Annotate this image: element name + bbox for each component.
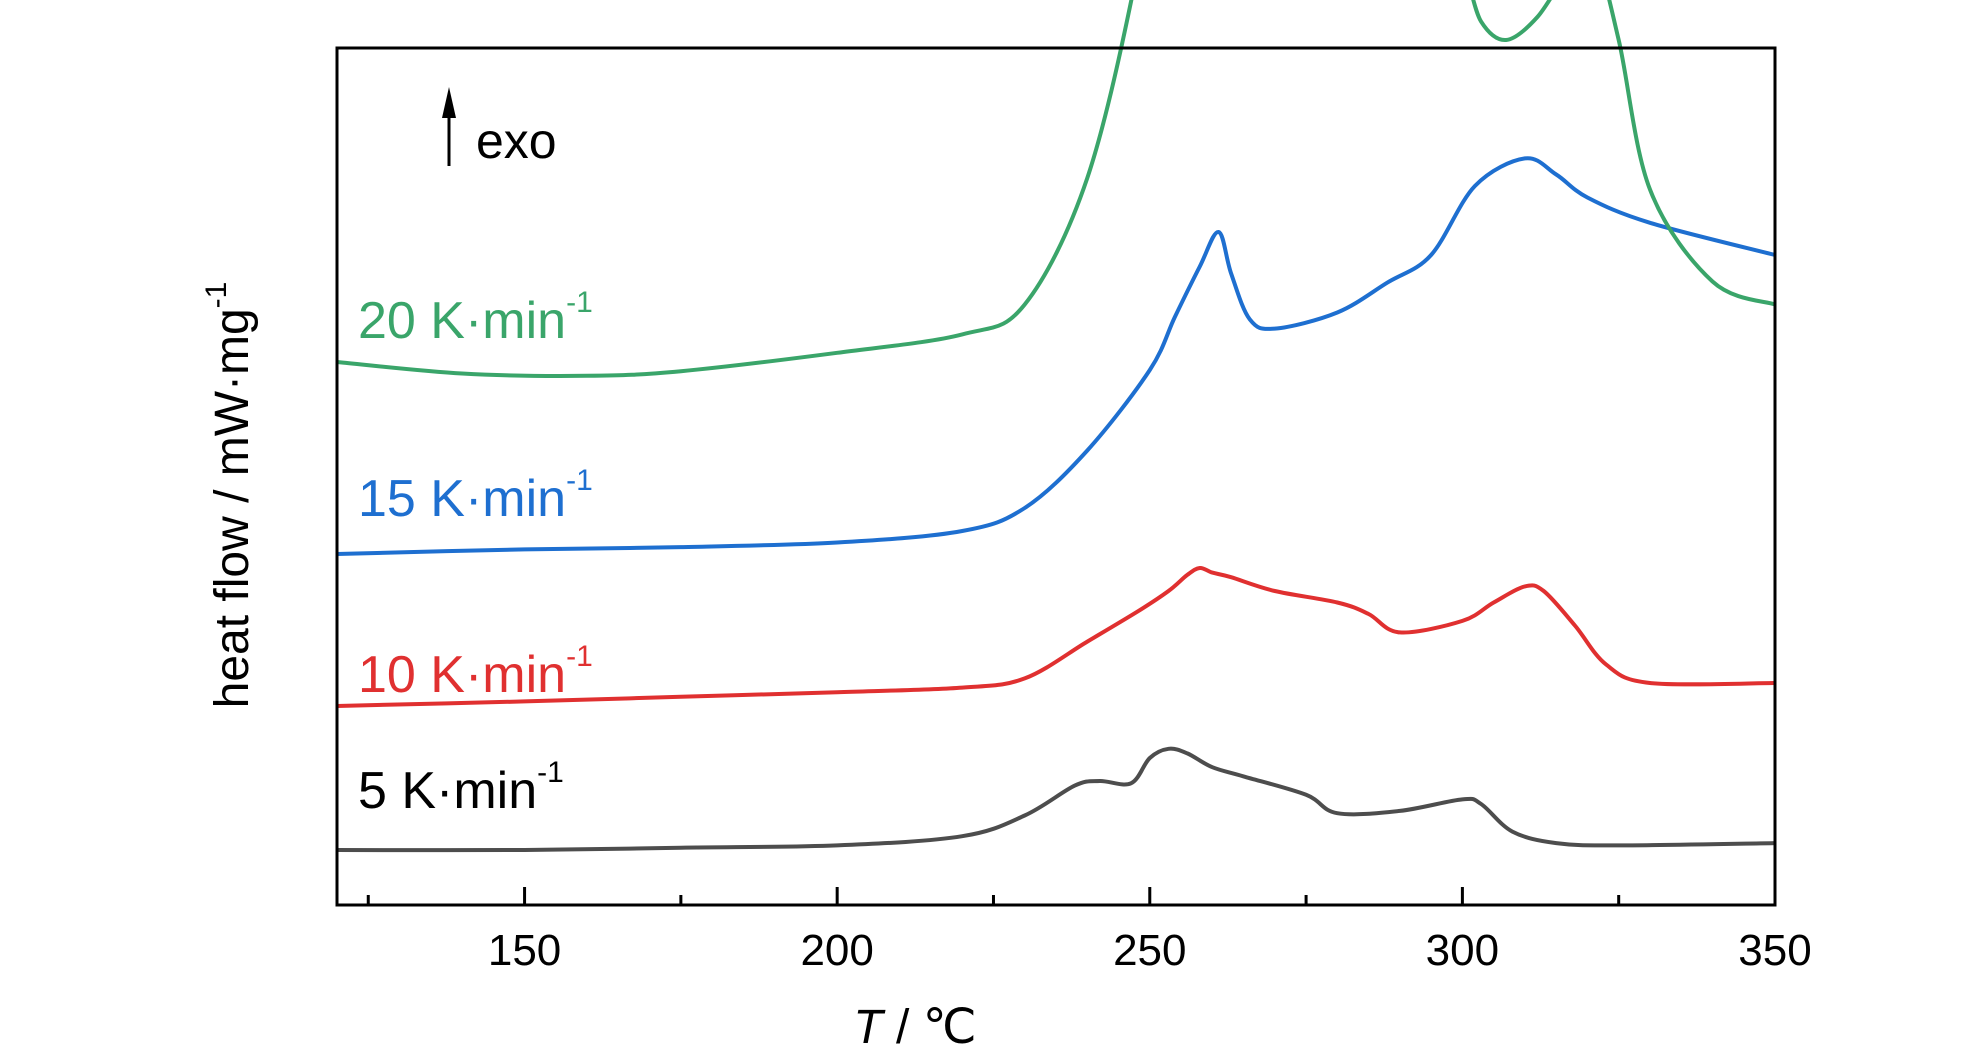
series-label-exponent-2: -1 — [566, 640, 593, 673]
series-label-text-4: 20 K·min — [358, 292, 566, 350]
y-axis-exponent: -1 — [200, 282, 233, 309]
y-axis-title: heat flow / mW·mg-1 — [200, 282, 259, 709]
series-label-3: 15 K·min-1 — [358, 464, 593, 528]
series-label-layer: 5 K·min-110 K·min-115 K·min-120 K·min-1 — [358, 286, 593, 820]
series-label-exponent-3: -1 — [566, 464, 593, 497]
x-axis-unit: ℃ — [923, 1001, 977, 1054]
series-label-exponent-1: -1 — [537, 756, 564, 789]
x-axis-separator: / — [883, 1001, 923, 1054]
series-label-text-3: 15 K·min — [358, 470, 566, 528]
x-tick-label-200: 200 — [800, 926, 873, 975]
series-label-exponent-4: -1 — [566, 286, 593, 319]
series-line-1 — [336, 746, 1776, 853]
exo-arrow-head-icon — [442, 87, 456, 118]
x-tick-label-300: 300 — [1426, 926, 1499, 975]
x-axis-variable: T — [853, 1001, 886, 1054]
y-axis-text: heat flow / mW·mg — [206, 308, 259, 708]
series-label-1: 5 K·min-1 — [358, 756, 564, 820]
series-layer — [336, 0, 1776, 853]
series-label-2: 10 K·min-1 — [358, 640, 593, 704]
series-line-2 — [336, 565, 1776, 708]
x-tick-label-250: 250 — [1113, 926, 1186, 975]
series-label-text-2: 10 K·min — [358, 646, 566, 704]
x-axis-title: T / ℃ — [853, 1001, 976, 1054]
series-label-4: 20 K·min-1 — [358, 286, 593, 350]
series-line-3 — [336, 156, 1776, 556]
series-label-text-1: 5 K·min — [358, 762, 537, 820]
exo-annotation: exo — [442, 87, 557, 169]
tick-layer: 150 200 250 300 350 — [366, 887, 1812, 975]
plot-frame — [335, 46, 1777, 907]
series-line-4 — [336, 0, 1776, 378]
x-tick-label-350: 350 — [1738, 926, 1811, 975]
exo-label: exo — [476, 113, 557, 169]
x-tick-label-150: 150 — [488, 926, 561, 975]
